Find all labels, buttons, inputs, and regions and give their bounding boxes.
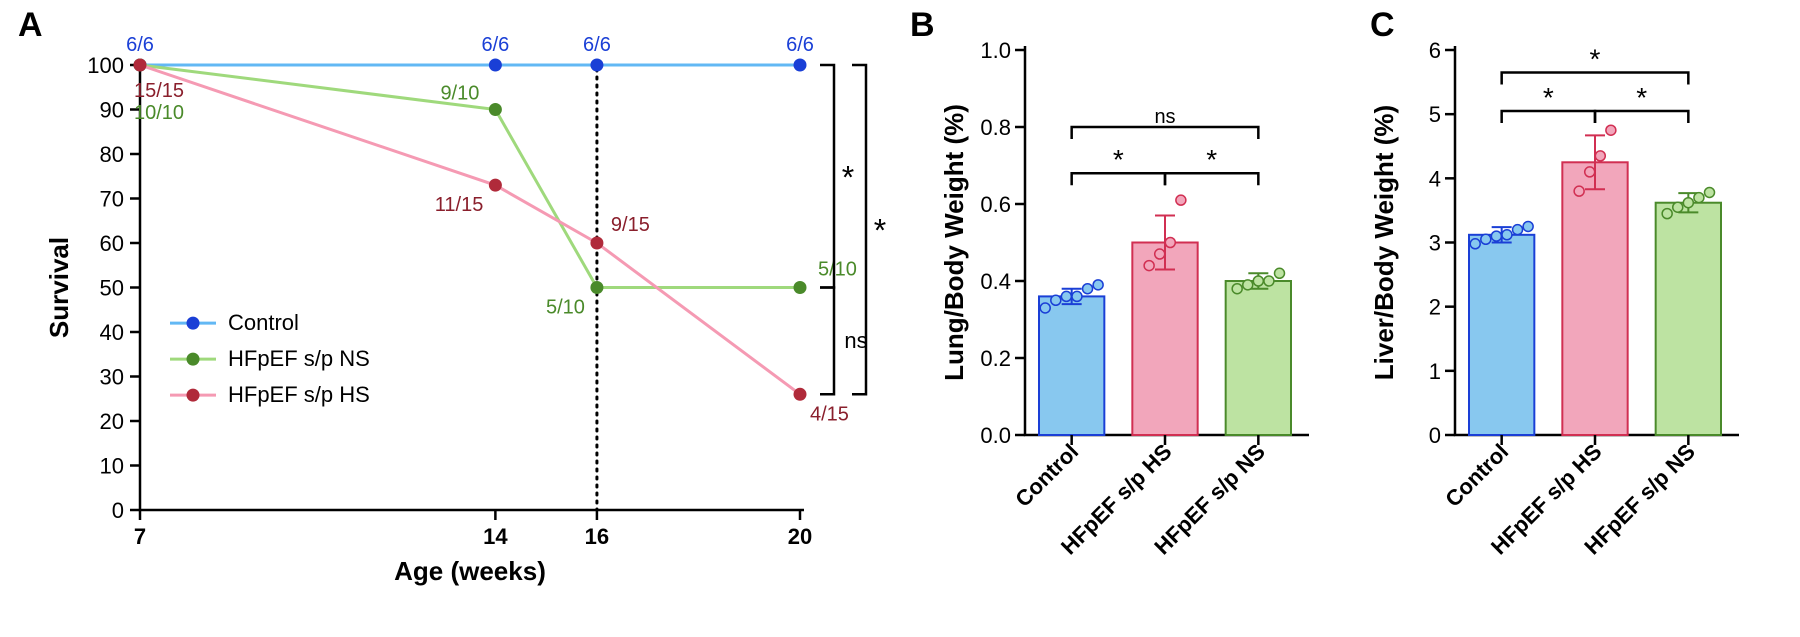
svg-text:Control: Control xyxy=(1010,439,1083,512)
svg-text:3: 3 xyxy=(1429,231,1441,256)
svg-text:0.6: 0.6 xyxy=(980,192,1011,217)
svg-text:Age (weeks): Age (weeks) xyxy=(394,556,546,586)
svg-text:20: 20 xyxy=(788,524,812,549)
svg-text:1.0: 1.0 xyxy=(980,38,1011,63)
svg-text:5/10: 5/10 xyxy=(546,297,585,319)
svg-text:6/6: 6/6 xyxy=(126,34,154,56)
svg-text:0.4: 0.4 xyxy=(980,269,1011,294)
svg-text:40: 40 xyxy=(100,320,124,345)
svg-text:6/6: 6/6 xyxy=(583,34,611,56)
svg-text:HFpEF s/p HS: HFpEF s/p HS xyxy=(228,382,370,407)
svg-text:20: 20 xyxy=(100,409,124,434)
svg-text:4/15: 4/15 xyxy=(810,403,849,425)
svg-text:30: 30 xyxy=(100,365,124,390)
svg-text:5/10: 5/10 xyxy=(818,259,857,281)
svg-text:*: * xyxy=(1206,144,1217,175)
svg-text:*: * xyxy=(842,159,854,195)
svg-text:0: 0 xyxy=(112,498,124,523)
svg-text:*: * xyxy=(874,213,886,249)
svg-text:1: 1 xyxy=(1429,359,1441,384)
svg-text:ns: ns xyxy=(1154,106,1175,128)
svg-text:Survival: Survival xyxy=(44,237,74,338)
svg-text:9/10: 9/10 xyxy=(440,83,479,105)
svg-text:80: 80 xyxy=(100,142,124,167)
svg-text:0: 0 xyxy=(1429,423,1441,448)
svg-text:7: 7 xyxy=(134,524,146,549)
panel-a-survival-chart: 0 10 20 30 40 50 60 70 80 90 100 7 14 16 20 6/6 6/6 6/6 6/… xyxy=(30,10,930,630)
svg-text:*: * xyxy=(1113,144,1124,175)
svg-text:ns: ns xyxy=(844,328,867,353)
panel-b-bar-chart: 0.00.20.40.60.81.0ControlHFpEF s/p HSHFp… xyxy=(930,10,1370,630)
svg-text:16: 16 xyxy=(585,524,609,549)
svg-text:10: 10 xyxy=(100,454,124,479)
figure-root: A B C 010203040506070809010071416206/66/… xyxy=(0,0,1800,637)
svg-text:0.8: 0.8 xyxy=(980,115,1011,140)
svg-text:9/15: 9/15 xyxy=(611,214,650,236)
svg-text:6: 6 xyxy=(1429,38,1441,63)
svg-text:*: * xyxy=(1543,82,1554,113)
svg-text:4: 4 xyxy=(1429,166,1441,191)
svg-text:*: * xyxy=(1636,82,1647,113)
svg-text:0.0: 0.0 xyxy=(980,423,1011,448)
svg-text:14: 14 xyxy=(483,524,508,549)
svg-text:11/15: 11/15 xyxy=(435,194,484,216)
svg-text:90: 90 xyxy=(100,98,124,123)
svg-text:60: 60 xyxy=(100,231,124,256)
svg-text:5: 5 xyxy=(1429,102,1441,127)
svg-text:6/6: 6/6 xyxy=(786,34,814,56)
svg-text:70: 70 xyxy=(100,187,124,212)
svg-text:*: * xyxy=(1590,43,1601,74)
panel-c-bar-chart: 0123456ControlHFpEF s/p HSHFpEF s/p NSLi… xyxy=(1360,10,1800,630)
svg-text:100: 100 xyxy=(87,53,124,78)
svg-text:Lung/Body Weight (%): Lung/Body Weight (%) xyxy=(939,104,969,381)
svg-text:Control: Control xyxy=(228,310,299,335)
svg-text:50: 50 xyxy=(100,276,124,301)
svg-text:Control: Control xyxy=(1440,439,1513,512)
svg-text:10/10: 10/10 xyxy=(134,102,184,124)
svg-text:Liver/Body Weight (%): Liver/Body Weight (%) xyxy=(1369,105,1399,380)
svg-text:6/6: 6/6 xyxy=(481,34,509,56)
svg-text:2: 2 xyxy=(1429,295,1441,320)
svg-text:0.2: 0.2 xyxy=(980,346,1011,371)
svg-text:15/15: 15/15 xyxy=(134,80,184,102)
svg-text:HFpEF s/p NS: HFpEF s/p NS xyxy=(228,346,370,371)
